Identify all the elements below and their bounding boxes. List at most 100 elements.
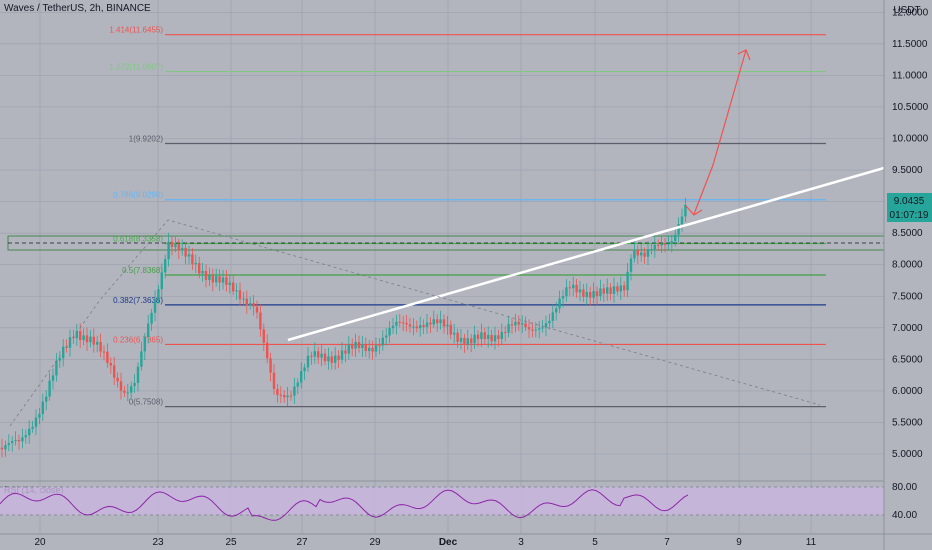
candle-body [191, 254, 194, 265]
candle-body [133, 382, 136, 387]
candle-body [551, 312, 554, 321]
candle-body [153, 299, 157, 313]
candle-body [92, 336, 95, 345]
candle-body [626, 271, 629, 291]
arrow-head [737, 49, 751, 61]
candle-body [62, 346, 65, 359]
candle-body [490, 334, 493, 342]
candle-body [140, 351, 143, 367]
candle-body [402, 322, 405, 324]
candle-body [289, 395, 293, 397]
rsi-pane [0, 486, 884, 521]
candle-body [361, 344, 364, 349]
candle-body [31, 426, 34, 429]
candle-body [419, 325, 422, 329]
candle-body [388, 328, 391, 336]
candle-body [160, 272, 163, 290]
candle-body [415, 326, 418, 329]
candle-body [527, 327, 531, 330]
candle-body [89, 336, 92, 343]
drawings[interactable] [9, 49, 885, 427]
candle-body [504, 331, 507, 333]
time-tick-label: 29 [369, 537, 381, 548]
candle-body [34, 417, 38, 427]
candle-body [555, 308, 558, 313]
fib-label: 0(5.7508) [129, 398, 164, 407]
candle-body [446, 324, 449, 327]
candle-body [354, 341, 357, 349]
candle-body [422, 325, 425, 328]
candle-body [378, 345, 381, 347]
price-tick-label: 12.0000 [892, 7, 929, 18]
candle-body [609, 287, 612, 294]
candle-body [177, 244, 180, 251]
candle-body [531, 329, 534, 331]
candle-body [582, 289, 585, 297]
candle-body [58, 358, 61, 361]
candle-body [456, 332, 459, 342]
candle-body [170, 241, 174, 248]
candle-body [109, 362, 112, 366]
candle-body [296, 382, 299, 387]
candle-body [660, 244, 663, 246]
price-tick-label: 10.5000 [892, 102, 929, 113]
candle-body [272, 372, 276, 389]
candle-body [184, 247, 187, 257]
price-tick-label: 5.0000 [892, 449, 923, 460]
candle-body [500, 331, 503, 340]
candle-body [194, 262, 197, 265]
candle-body [381, 337, 384, 346]
candle-body [578, 289, 582, 293]
candle-body [221, 277, 225, 283]
fib-label: 0.5(7.8368) [122, 266, 163, 275]
trendline [287, 166, 885, 342]
candle-body [96, 341, 99, 345]
candle-body [599, 288, 602, 297]
candle-body [337, 355, 340, 360]
candle-body [483, 332, 486, 339]
candle-body [480, 332, 483, 340]
candle-body [136, 366, 140, 383]
candle-body [11, 441, 14, 444]
symbol-title[interactable]: Waves / TetherUS, 2h, BINANCE [4, 3, 151, 14]
candle-body [45, 396, 48, 402]
candle-body [548, 320, 551, 324]
candle-body [79, 331, 82, 341]
candle-body [592, 291, 595, 298]
candle-body [130, 386, 133, 393]
candle-body [245, 298, 248, 306]
candle-body [85, 335, 89, 343]
candle-body [395, 321, 398, 326]
candle-body [568, 287, 571, 289]
price-tick-label: 10.0000 [892, 134, 929, 145]
price-tick-label: 7.5000 [892, 291, 923, 302]
fib-label: 1(9.9202) [129, 135, 164, 144]
time-tick-label: Dec [439, 537, 458, 548]
candle-body [684, 204, 687, 217]
candle-body [640, 252, 643, 256]
candle-body [102, 351, 106, 353]
fib-label: 1.272(11.0607) [109, 63, 163, 72]
candle-body [0, 447, 4, 450]
time-tick-label: 25 [225, 537, 237, 548]
candle-body [344, 350, 347, 354]
candle-body [371, 347, 374, 352]
candle-body [351, 344, 354, 349]
candle-body [208, 275, 211, 280]
candle-body [14, 439, 17, 442]
candle-body [619, 285, 622, 292]
candle-body [4, 445, 7, 450]
candle-body [561, 296, 565, 299]
price-tick-label: 7.0000 [892, 323, 923, 334]
candle-body [41, 401, 44, 415]
candle-body [116, 377, 119, 382]
candle-body [558, 298, 561, 309]
candle-body [368, 347, 371, 352]
price-tick-label: 9.5000 [892, 165, 923, 176]
candle-body [538, 328, 541, 330]
candle-body [347, 344, 350, 354]
candle-body [242, 298, 245, 300]
candles [0, 197, 687, 458]
